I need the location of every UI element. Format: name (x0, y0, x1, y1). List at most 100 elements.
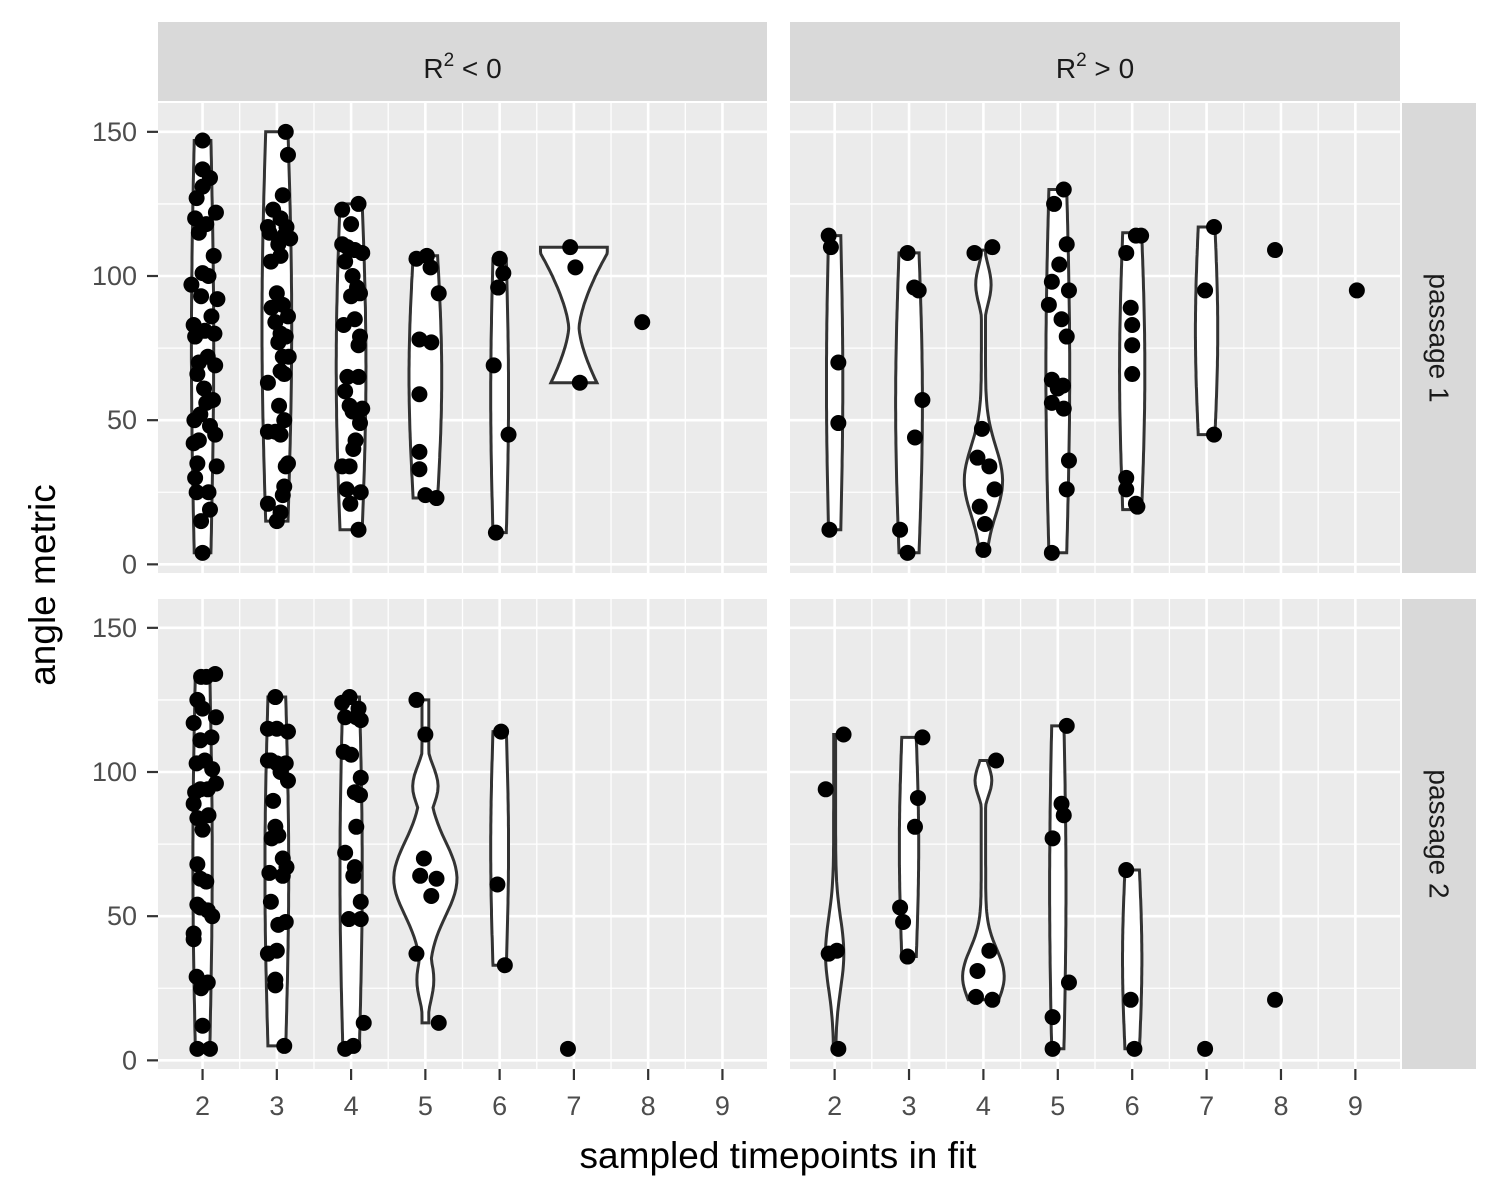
data-point (981, 942, 998, 959)
data-point (188, 484, 205, 501)
data-point (1058, 717, 1075, 734)
data-point (567, 259, 584, 276)
data-point (207, 426, 224, 443)
data-point (194, 1017, 211, 1034)
row-strip-2: passage 2 (1402, 599, 1476, 1069)
data-point (914, 729, 931, 746)
data-point (270, 827, 287, 844)
data-point (1129, 498, 1146, 515)
data-point (1043, 544, 1060, 561)
y-tick-label: 100 (92, 261, 137, 291)
column-strip-background (790, 22, 1400, 101)
data-point (265, 792, 282, 809)
data-point (411, 461, 428, 478)
data-point (1058, 328, 1075, 345)
data-point (408, 945, 425, 962)
data-point (337, 383, 354, 400)
data-point (899, 544, 916, 561)
data-point (1122, 991, 1139, 1008)
data-point (490, 279, 507, 296)
data-point (193, 513, 210, 530)
data-point (341, 458, 358, 475)
violin-x6 (1121, 868, 1144, 1051)
column-strip-label: R2 < 0 (423, 50, 501, 84)
y-tick-label: 0 (122, 549, 137, 579)
data-point (268, 513, 285, 530)
data-point (981, 458, 998, 475)
x-tick-label: 7 (566, 1091, 581, 1121)
data-point (207, 204, 224, 221)
data-point (1122, 299, 1139, 316)
data-point (892, 521, 909, 538)
data-point (204, 908, 221, 925)
violin-x7 (1193, 225, 1220, 437)
data-point (190, 432, 207, 449)
data-point (969, 962, 986, 979)
x-tick-label: 8 (1273, 1091, 1288, 1121)
data-point (1043, 273, 1060, 290)
row-strip-label: passage 2 (1424, 769, 1455, 898)
y-axis-row-2: 0 50 100 150 (92, 613, 158, 1075)
data-point (350, 521, 367, 538)
row-strip-background (1402, 599, 1476, 1069)
data-point (352, 484, 369, 501)
x-axis-col-2: 2 3 4 5 6 7 8 9 (827, 1069, 1363, 1121)
data-point (277, 458, 294, 475)
data-point (206, 325, 223, 342)
data-point (830, 1040, 847, 1057)
x-tick-label: 9 (1348, 1091, 1363, 1121)
data-point (194, 132, 211, 149)
data-point (1060, 974, 1077, 991)
data-point (830, 354, 847, 371)
x-tick-label: 9 (715, 1091, 730, 1121)
data-point (337, 709, 354, 726)
data-point (491, 250, 508, 267)
data-point (1267, 242, 1284, 259)
data-point (279, 146, 296, 163)
data-point (817, 781, 834, 798)
data-point (984, 991, 1001, 1008)
data-point (352, 787, 369, 804)
data-point (969, 449, 986, 466)
x-tick-label: 3 (902, 1091, 917, 1121)
x-tick-label: 6 (1125, 1091, 1140, 1121)
data-point (352, 893, 369, 910)
data-point (189, 1040, 206, 1057)
data-point (906, 429, 923, 446)
data-point (1124, 317, 1141, 334)
x-axis-col-1: 2 3 4 5 6 7 8 9 (195, 1069, 730, 1121)
data-point (189, 455, 206, 472)
data-point (1348, 282, 1365, 299)
violin-x6 (489, 257, 510, 535)
data-point (272, 247, 289, 264)
data-point (200, 484, 217, 501)
data-point (1118, 469, 1135, 486)
data-point (259, 374, 276, 391)
data-point (914, 391, 931, 408)
x-tick-label: 7 (1199, 1091, 1214, 1121)
data-point (1055, 400, 1072, 417)
violin-x5 (407, 254, 444, 500)
data-point (417, 726, 434, 743)
data-point (906, 818, 923, 835)
data-point (279, 723, 296, 740)
x-tick-label: 4 (976, 1091, 991, 1121)
data-point (355, 1014, 372, 1031)
data-point (1055, 181, 1072, 198)
data-point (1124, 337, 1141, 354)
data-point (338, 481, 355, 498)
data-point (199, 974, 216, 991)
data-point (354, 400, 371, 417)
data-point (207, 665, 224, 682)
data-point (274, 487, 291, 504)
data-point (188, 190, 205, 207)
data-point (430, 285, 447, 302)
y-tick-label: 50 (107, 901, 137, 931)
data-point (835, 726, 852, 743)
data-point (350, 368, 367, 385)
data-point (1118, 481, 1135, 498)
row-strip-background (1402, 103, 1476, 573)
data-point (1043, 394, 1060, 411)
data-point (193, 288, 210, 305)
